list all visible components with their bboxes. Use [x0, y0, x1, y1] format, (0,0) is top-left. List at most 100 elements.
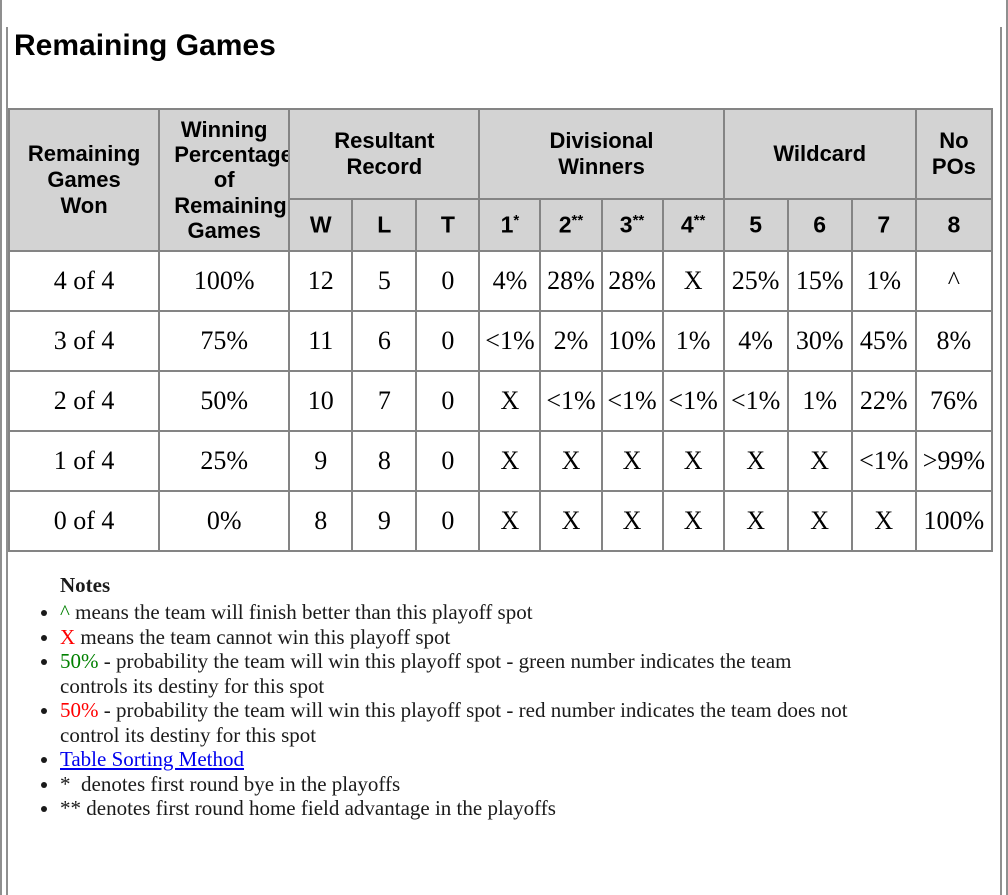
- x-symbol: X: [60, 624, 76, 649]
- prob-cell-seed-4: <1%: [661, 370, 725, 432]
- ties-cell: 0: [415, 370, 481, 432]
- prob-cell-seed-3: 10%: [600, 310, 664, 372]
- note-better-finish: ^ means the team will finish better than…: [60, 600, 850, 625]
- playoff-probability-table: Remaining Games Won Winning Percentage o…: [7, 108, 994, 552]
- prob-cell-seed-4: X: [661, 430, 725, 492]
- table-row: 2 of 4 50% 10 7 0 X <1% <1% <1% <1% 1% 2…: [7, 370, 994, 432]
- col-header-no-playoffs: No POs: [914, 108, 994, 200]
- ties-cell: 0: [415, 250, 481, 312]
- wins-cell: 12: [288, 250, 354, 312]
- prob-cell-seed-5: X: [722, 430, 789, 492]
- win-pct-cell: 75%: [158, 310, 291, 372]
- table-row: 1 of 4 25% 9 8 0 X X X X X X <1% >99%: [7, 430, 994, 492]
- note-sorting-link-item: Table Sorting Method: [60, 747, 850, 772]
- win-pct-cell: 0%: [158, 490, 291, 552]
- losses-cell: 5: [351, 250, 418, 312]
- prob-cell-seed-3: X: [600, 430, 664, 492]
- col-header-seed-2: 2**: [539, 198, 603, 252]
- col-header-seed-4: 4**: [661, 198, 725, 252]
- header-row-spots: W L T 1* 2** 3** 4** 5 6 7 8: [9, 198, 994, 252]
- prob-cell-seed-6: X: [786, 490, 853, 552]
- losses-cell: 7: [351, 370, 418, 432]
- prob-cell-no-playoffs: ^: [914, 250, 994, 312]
- col-header-losses: L: [351, 198, 418, 252]
- prob-cell-seed-4: X: [661, 490, 725, 552]
- win-pct-cell: 25%: [158, 430, 291, 492]
- header-row-groups: Remaining Games Won Winning Percentage o…: [7, 108, 994, 252]
- losses-cell: 6: [351, 310, 418, 372]
- games-won-cell: 3 of 4: [7, 310, 161, 372]
- losses-cell: 8: [351, 430, 418, 492]
- prob-cell-seed-5: <1%: [722, 370, 789, 432]
- double-asterisk-symbol: **: [60, 796, 81, 820]
- prob-cell-seed-2: X: [539, 430, 603, 492]
- ties-cell: 0: [415, 430, 481, 492]
- col-header-wildcard: Wildcard: [722, 108, 917, 200]
- prob-cell-seed-6: X: [786, 430, 853, 492]
- prob-cell-no-playoffs: 8%: [914, 310, 994, 372]
- note-green-probability: 50% - probability the team will win this…: [60, 649, 850, 698]
- notes-heading: Notes: [60, 573, 111, 597]
- col-header-winning-percentage: Winning Percentage of Remaining Games: [158, 108, 291, 252]
- prob-cell-seed-5: X: [722, 490, 789, 552]
- green-percent-example: 50%: [60, 649, 99, 673]
- col-header-ties: T: [415, 198, 481, 252]
- col-header-seed-1: 1*: [478, 198, 542, 252]
- prob-cell-seed-1: <1%: [478, 310, 542, 372]
- col-header-seed-8: 8: [914, 198, 994, 252]
- prob-cell-seed-4: X: [661, 250, 725, 312]
- prob-cell-seed-6: 1%: [786, 370, 853, 432]
- prob-cell-seed-4: 1%: [661, 310, 725, 372]
- prob-cell-seed-3: X: [600, 490, 664, 552]
- table-row: 4 of 4 100% 12 5 0 4% 28% 28% X 25% 15% …: [7, 250, 994, 312]
- notes-list: ^ means the team will finish better than…: [8, 600, 1000, 821]
- col-header-seed-6: 6: [786, 198, 853, 252]
- col-header-remaining-games-won: Remaining Games Won: [7, 108, 161, 252]
- prob-cell-seed-1: X: [478, 430, 542, 492]
- remaining-games-section: Remaining Games Remaining Games Won Winn…: [6, 27, 1002, 895]
- col-header-wins: W: [288, 198, 354, 252]
- prob-cell-no-playoffs: >99%: [914, 430, 994, 492]
- prob-cell-seed-5: 4%: [722, 310, 789, 372]
- prob-cell-seed-6: 30%: [786, 310, 853, 372]
- table-row: 3 of 4 75% 11 6 0 <1% 2% 10% 1% 4% 30% 4…: [7, 310, 994, 372]
- col-header-seed-7: 7: [850, 198, 917, 252]
- page-title: Remaining Games: [14, 29, 276, 62]
- col-header-resultant-record: Resultant Record: [288, 108, 481, 200]
- col-header-seed-5: 5: [722, 198, 789, 252]
- win-pct-cell: 100%: [158, 250, 291, 312]
- prob-cell-seed-2: <1%: [539, 370, 603, 432]
- ties-cell: 0: [415, 490, 481, 552]
- wins-cell: 11: [288, 310, 354, 372]
- prob-cell-seed-2: 28%: [539, 250, 603, 312]
- note-red-probability: 50% - probability the team will win this…: [60, 698, 850, 747]
- prob-cell-seed-1: X: [478, 370, 542, 432]
- table-sorting-method-link[interactable]: Table Sorting Method: [60, 747, 245, 771]
- note-single-asterisk: * denotes first round bye in the playoff…: [60, 772, 850, 797]
- prob-cell-seed-7: 1%: [850, 250, 917, 312]
- prob-cell-seed-1: X: [478, 490, 542, 552]
- note-double-asterisk: ** denotes first round home field advant…: [60, 796, 850, 821]
- games-won-cell: 0 of 4: [7, 490, 161, 552]
- prob-cell-seed-6: 15%: [786, 250, 853, 312]
- col-header-seed-3: 3**: [600, 198, 664, 252]
- prob-cell-seed-5: 25%: [722, 250, 789, 312]
- prob-cell-seed-7: 45%: [850, 310, 917, 372]
- prob-cell-no-playoffs: 100%: [914, 490, 994, 552]
- wins-cell: 10: [288, 370, 354, 432]
- prob-cell-seed-1: 4%: [478, 250, 542, 312]
- win-pct-cell: 50%: [158, 370, 291, 432]
- caret-symbol: ^: [60, 600, 70, 624]
- wins-cell: 8: [288, 490, 354, 552]
- prob-cell-seed-7: X: [850, 490, 917, 552]
- note-cannot-win: X means the team cannot win this playoff…: [60, 625, 850, 650]
- wins-cell: 9: [288, 430, 354, 492]
- table-row: 0 of 4 0% 8 9 0 X X X X X X X 100%: [7, 490, 994, 552]
- prob-cell-no-playoffs: 76%: [914, 370, 994, 432]
- games-won-cell: 2 of 4: [7, 370, 161, 432]
- games-won-cell: 4 of 4: [7, 250, 161, 312]
- red-percent-example: 50%: [60, 698, 99, 722]
- asterisk-symbol: *: [60, 771, 71, 796]
- prob-cell-seed-2: X: [539, 490, 603, 552]
